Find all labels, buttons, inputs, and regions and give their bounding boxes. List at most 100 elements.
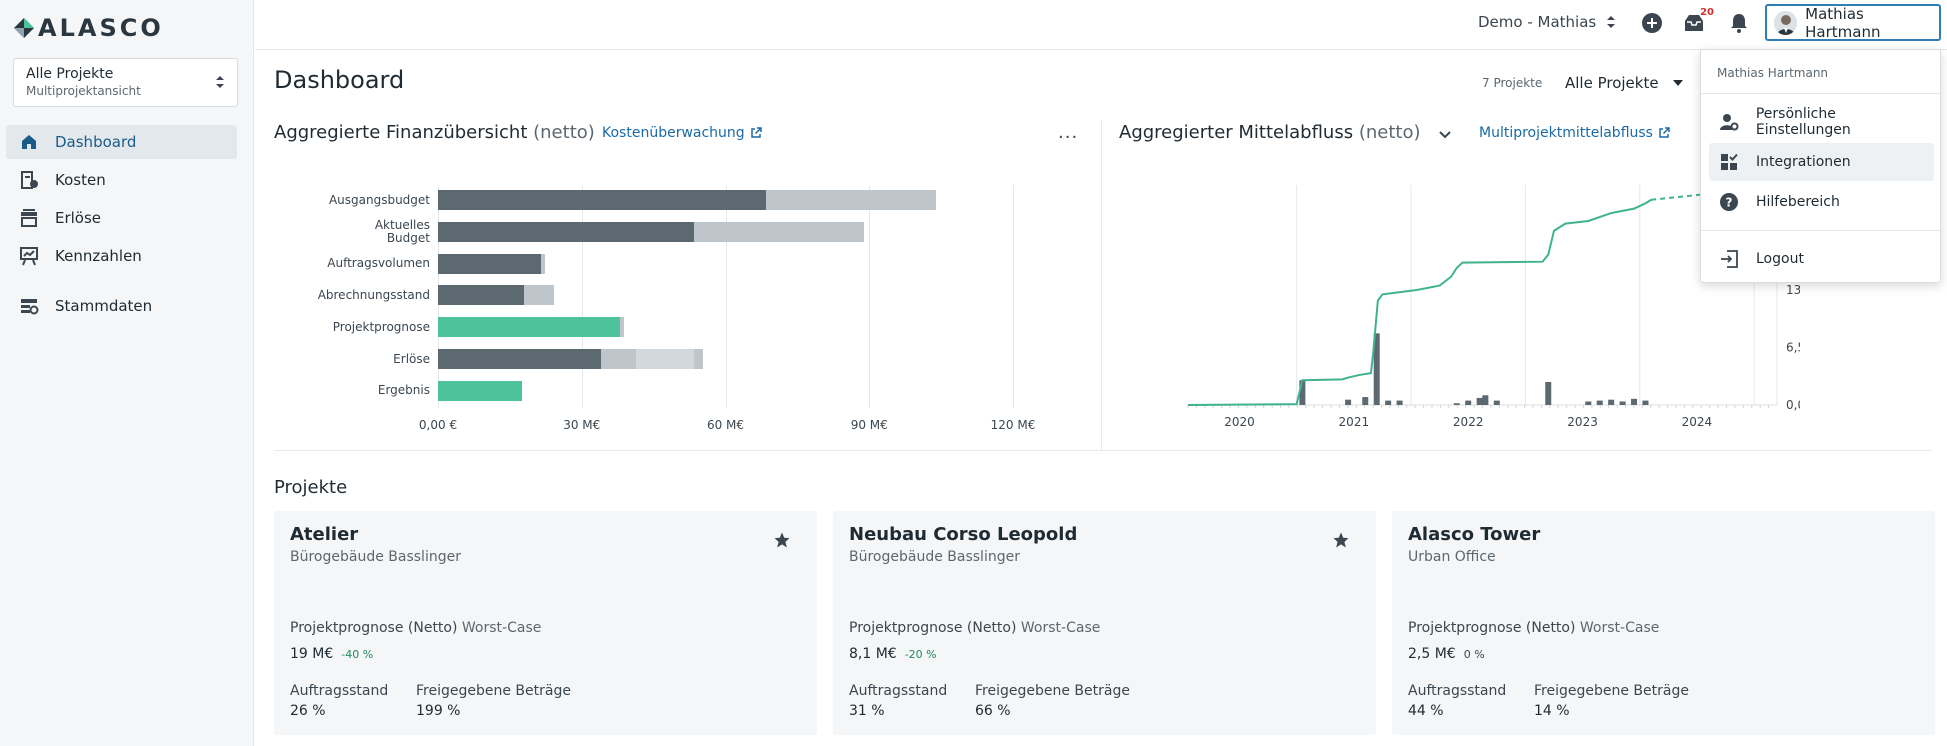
- project-filter-dropdown[interactable]: Alle Projekte: [1565, 74, 1683, 92]
- integrations-icon: [1718, 151, 1740, 173]
- project-subtitle: Bürogebäude Basslinger: [849, 549, 1020, 565]
- bar-segment[interactable]: [766, 190, 937, 210]
- top-bar: Demo - Mathias 20 Mathias Hartmann: [255, 0, 1947, 50]
- multiprojektmittelabfluss-link[interactable]: Multiprojektmittelabfluss: [1479, 125, 1670, 141]
- project-selector-subtitle: Multiprojektansicht: [26, 84, 141, 98]
- bar-segment[interactable]: [694, 221, 865, 242]
- prognosis-label: Projektprognose (Netto) Worst-Case: [290, 620, 541, 636]
- card-divider: [1101, 120, 1102, 450]
- cashflow-bar: [1362, 397, 1369, 405]
- prognosis-case: Worst-Case: [461, 620, 542, 636]
- x-tick-label: 2020: [1224, 415, 1255, 429]
- sort-arrows-icon: [1607, 16, 1616, 28]
- bar-segment[interactable]: [600, 349, 636, 369]
- bar-segment[interactable]: [694, 349, 704, 369]
- projects-section-title: Projekte: [274, 477, 348, 498]
- help-icon: ?: [1718, 191, 1740, 213]
- bar-segment[interactable]: [438, 285, 525, 306]
- y-tick-label: 13 M€: [1786, 283, 1800, 297]
- sidebar-item-kosten[interactable]: Kosten: [6, 163, 237, 197]
- menu-item-help[interactable]: ? Hilfebereich: [1709, 183, 1934, 221]
- costs-icon: [18, 169, 40, 191]
- finance-title-text: Aggregierte Finanzübersicht: [274, 122, 528, 143]
- menu-item-integrations[interactable]: Integrationen: [1709, 143, 1934, 181]
- cashflow-bar: [1493, 400, 1500, 405]
- approved-amounts-value: 199 %: [416, 703, 461, 719]
- bar-category-label: Ergebnis: [377, 383, 430, 398]
- cashflow-bar: [1373, 333, 1380, 405]
- link-label: Kostenüberwachung: [602, 125, 745, 141]
- bar-segment[interactable]: [438, 221, 695, 242]
- bar-segment[interactable]: [524, 285, 554, 306]
- sidebar-item-erloese[interactable]: Erlöse: [6, 201, 237, 235]
- bar-segment[interactable]: [438, 317, 621, 338]
- inbox-icon[interactable]: 20: [1682, 7, 1714, 35]
- project-card[interactable]: Neubau Corso Leopold Bürogebäude Bassling…: [833, 511, 1376, 735]
- bar-segment[interactable]: [438, 349, 601, 369]
- chevron-down-icon[interactable]: [1438, 127, 1452, 141]
- finance-card-title: Aggregierte Finanzübersicht (netto): [274, 122, 595, 143]
- prognosis-label: Projektprognose (Netto) Worst-Case: [849, 620, 1100, 636]
- prognosis-delta: -20 %: [904, 648, 937, 661]
- kostenueberwachung-link[interactable]: Kostenüberwachung: [602, 125, 762, 141]
- x-tick-label: 30 M€: [563, 418, 601, 432]
- bar-segment[interactable]: [438, 190, 767, 210]
- x-gridline: [1013, 185, 1014, 408]
- sidebar-item-dashboard[interactable]: Dashboard: [6, 125, 237, 159]
- prognosis-case: Worst-Case: [1020, 620, 1101, 636]
- sidebar-item-kennzahlen[interactable]: Kennzahlen: [6, 239, 237, 273]
- cashflow-bar: [1596, 400, 1603, 405]
- bar-segment[interactable]: [438, 380, 522, 401]
- star-icon[interactable]: [773, 531, 791, 549]
- project-card[interactable]: Alasco Tower Urban Office Projektprognose …: [1392, 511, 1935, 735]
- order-status-label: Auftragsstand: [1408, 683, 1507, 699]
- prognosis-label-text: Projektprognose (Netto): [290, 620, 458, 636]
- order-status-value: 26 %: [290, 703, 326, 719]
- star-icon[interactable]: [1332, 531, 1350, 549]
- cashflow-bar: [1545, 382, 1552, 405]
- section-divider: [274, 450, 1932, 451]
- kpi-icon: [18, 245, 40, 267]
- more-options-icon[interactable]: ···: [1058, 127, 1079, 148]
- sidebar-item-stammdaten[interactable]: Stammdaten: [6, 289, 237, 323]
- svg-text:?: ?: [1726, 196, 1733, 210]
- alasco-logo[interactable]: ALASCO: [12, 13, 164, 43]
- approved-amounts-label: Freigegebene Beträge: [1534, 683, 1689, 699]
- add-icon[interactable]: [1640, 11, 1664, 35]
- bar-segment[interactable]: [541, 253, 545, 274]
- x-gridline: [581, 185, 583, 408]
- cashflow-bar: [1585, 401, 1592, 405]
- page-title: Dashboard: [274, 66, 405, 94]
- menu-item-personal-settings[interactable]: Persönliche Einstellungen: [1709, 103, 1934, 141]
- cashflow-bar: [1345, 399, 1352, 405]
- order-status-value: 44 %: [1408, 703, 1444, 719]
- bar-category-label: Abrechnungsstand: [317, 287, 430, 302]
- project-card[interactable]: Atelier Bürogebäude Basslinger Projektprog…: [274, 511, 817, 735]
- project-selector[interactable]: Alle Projekte Multiprojektansicht: [13, 58, 238, 107]
- project-name: Neubau Corso Leopold: [849, 524, 1078, 545]
- prognosis-delta: -40 %: [341, 648, 374, 661]
- cashflow-bar: [1465, 400, 1472, 405]
- cashflow-bar: [1619, 401, 1626, 405]
- user-name: Mathias Hartmann: [1805, 4, 1881, 41]
- projection-line: [1651, 193, 1703, 201]
- workspace-selector[interactable]: Demo - Mathias: [1478, 13, 1616, 31]
- cashflow-bar: [1642, 400, 1649, 405]
- bell-icon[interactable]: [1727, 11, 1751, 35]
- bar-segment[interactable]: [635, 349, 695, 369]
- prognosis-label-text: Projektprognose (Netto): [849, 620, 1017, 636]
- sidebar-nav: Dashboard Kosten Erlöse Kennzahlen Stam: [6, 125, 237, 327]
- x-tick-label: 2021: [1339, 415, 1370, 429]
- revenue-icon: [18, 207, 40, 229]
- menu-item-logout[interactable]: Logout: [1709, 240, 1934, 278]
- finance-title-suffix: (netto): [533, 122, 595, 143]
- project-selector-title: Alle Projekte: [26, 66, 114, 82]
- prognosis-label: Projektprognose (Netto) Worst-Case: [1408, 620, 1659, 636]
- bar-segment[interactable]: [438, 253, 542, 274]
- sidebar: ALASCO Alle Projekte Multiprojektansicht…: [0, 0, 254, 746]
- sidebar-item-label: Dashboard: [55, 133, 137, 151]
- bar-segment[interactable]: [620, 317, 624, 338]
- approved-amounts-value: 14 %: [1534, 703, 1570, 719]
- bar-category-label: Aktuelles Budget: [374, 217, 430, 245]
- user-menu-button[interactable]: Mathias Hartmann: [1765, 4, 1941, 41]
